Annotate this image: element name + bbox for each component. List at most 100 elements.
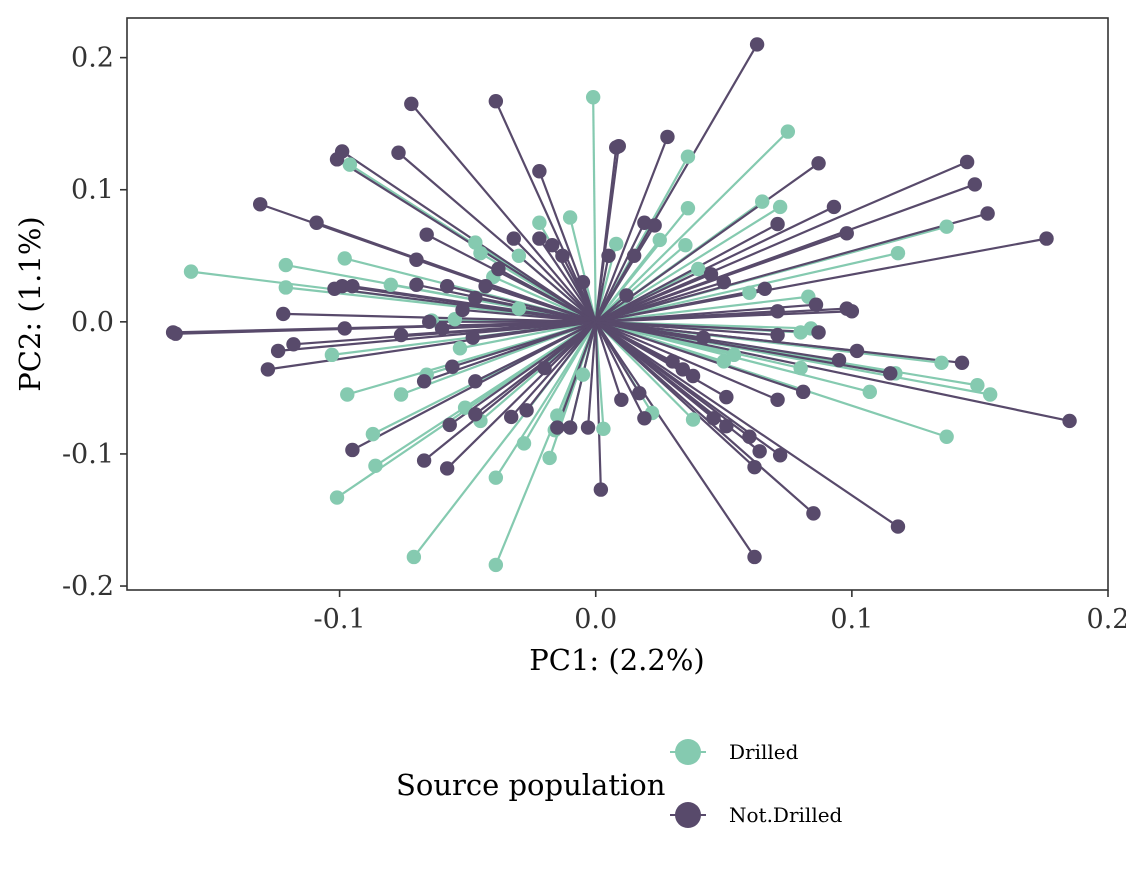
data-point-not-drilled <box>506 231 521 246</box>
data-point-not-drilled <box>491 261 506 277</box>
data-point-drilled <box>678 238 693 253</box>
legend-label-not-drilled: Not.Drilled <box>729 803 843 827</box>
data-point-not-drilled <box>422 314 437 330</box>
data-point-drilled <box>575 367 591 382</box>
data-point-not-drilled <box>434 321 450 336</box>
spider-line-not-drilled <box>512 237 597 323</box>
data-point-not-drilled <box>831 352 847 368</box>
data-point-not-drilled <box>844 304 860 319</box>
data-point-not-drilled <box>1039 231 1054 246</box>
spider-line-drilled <box>492 275 597 323</box>
data-point-not-drilled <box>811 156 826 171</box>
data-point-not-drilled <box>393 327 409 343</box>
data-point-not-drilled <box>575 275 591 290</box>
data-point-drilled <box>457 400 473 415</box>
spider-line-drilled <box>459 320 596 350</box>
legend-entry-drilled: Drilled <box>670 739 799 765</box>
data-point-drilled <box>511 301 527 316</box>
spider-line-not-drilled <box>595 321 815 515</box>
y-tick-label: 0.2 <box>71 43 114 74</box>
data-point-not-drilled <box>270 343 286 359</box>
spider-line-drilled <box>592 97 597 322</box>
data-point-drilled <box>324 347 340 363</box>
data-point-drilled <box>532 215 547 230</box>
spider-line-not-drilled <box>595 320 899 528</box>
spider-line-drilled <box>595 295 809 323</box>
spider-line-not-drilled <box>538 170 597 323</box>
data-point-not-drilled <box>488 94 504 109</box>
legend-entry-not-drilled: Not.Drilled <box>670 802 843 828</box>
data-point-not-drilled <box>562 420 578 435</box>
x-axis-title: PC1: (2.2%) <box>529 643 704 677</box>
y-axis-title: PC2: (1.1%) <box>13 216 47 391</box>
y-tick-label: 0.0 <box>71 307 114 338</box>
data-point-drilled <box>609 236 624 252</box>
data-point-drilled <box>516 436 532 451</box>
data-point-not-drilled <box>593 482 609 497</box>
data-point-not-drilled <box>445 359 460 374</box>
data-point-not-drilled <box>532 231 547 246</box>
spider-line-not-drilled <box>595 320 804 393</box>
spider-line-not-drilled <box>594 321 623 401</box>
data-point-not-drilled <box>329 152 345 167</box>
data-point-not-drilled <box>742 429 757 444</box>
data-point-drilled <box>680 201 696 216</box>
spider-line-not-drilled <box>594 222 646 323</box>
data-point-drilled <box>488 557 504 573</box>
legend-key-point-drilled <box>675 739 701 765</box>
data-point-not-drilled <box>260 362 276 377</box>
data-point-not-drilled <box>468 290 483 306</box>
data-point-not-drilled <box>439 278 455 294</box>
data-point-drilled <box>488 470 504 485</box>
spider-line-drilled <box>595 205 781 323</box>
data-point-not-drilled <box>609 140 624 155</box>
data-point-drilled <box>406 549 422 565</box>
data-point-not-drilled <box>770 327 785 343</box>
y-tick-label: 0.1 <box>71 175 114 206</box>
data-point-drilled <box>596 421 611 437</box>
spider-line-not-drilled <box>595 223 779 323</box>
spider-line-not-drilled <box>594 321 602 490</box>
spider-line-not-drilled <box>510 321 597 418</box>
data-point-not-drilled <box>409 277 424 293</box>
spider-line-drilled <box>494 321 597 479</box>
data-point-not-drilled <box>719 418 734 434</box>
data-point-not-drilled <box>747 549 762 565</box>
x-tick-label: 0.0 <box>574 604 617 635</box>
data-point-not-drilled <box>890 519 906 534</box>
spider-line-not-drilled <box>595 320 779 401</box>
data-point-not-drilled <box>168 326 183 341</box>
spider-line-not-drilled <box>595 160 968 323</box>
data-point-not-drilled <box>749 37 765 52</box>
data-point-not-drilled <box>345 442 360 458</box>
data-point-not-drilled <box>519 403 534 418</box>
spider-line-not-drilled <box>595 320 674 363</box>
spider-line-not-drilled <box>595 237 1047 323</box>
data-point-drilled <box>511 248 527 263</box>
spider-line-not-drilled <box>472 320 596 339</box>
spider-line-drilled <box>594 207 689 323</box>
spider-line-not-drilled <box>283 312 596 323</box>
data-point-drilled <box>365 426 381 442</box>
data-point-not-drilled <box>675 362 691 377</box>
data-point-not-drilled <box>637 411 652 426</box>
spider-line-not-drilled <box>543 321 597 369</box>
data-point-drilled <box>934 355 949 370</box>
data-point-drilled <box>755 194 770 209</box>
data-point-not-drilled <box>706 411 721 426</box>
x-tick-label: 0.2 <box>1087 604 1126 635</box>
spider-line-not-drilled <box>278 320 596 352</box>
data-point-not-drilled <box>772 448 788 463</box>
data-point-drilled <box>393 387 409 402</box>
data-point-not-drilled <box>808 297 824 312</box>
data-point-drilled <box>690 261 706 277</box>
data-point-not-drilled <box>757 281 772 297</box>
data-point-drilled <box>970 378 985 393</box>
spider-line-not-drilled <box>594 255 636 323</box>
spider-line-not-drilled <box>595 183 976 323</box>
legend-key-point-not-drilled <box>675 802 701 828</box>
spider-line-not-drilled <box>462 308 596 323</box>
data-point-not-drilled <box>716 275 731 290</box>
data-point-not-drilled <box>883 366 898 381</box>
